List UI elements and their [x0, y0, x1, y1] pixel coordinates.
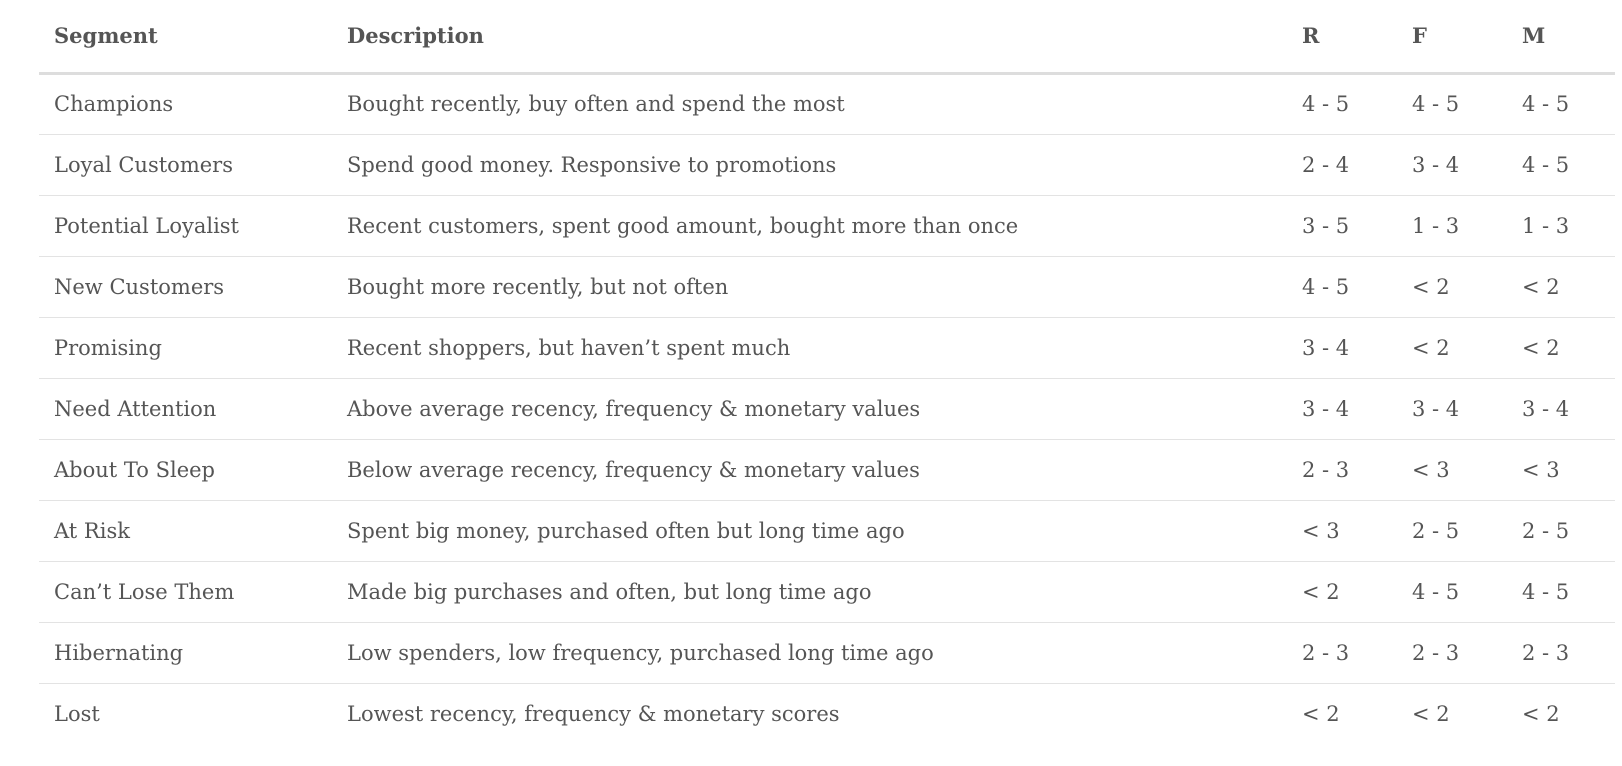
header-r: R: [1287, 0, 1397, 75]
f-cell: 2 - 3: [1397, 622, 1507, 684]
m-cell: 2 - 3: [1507, 622, 1615, 684]
table-row: Promising Recent shoppers, but haven’t s…: [39, 317, 1615, 379]
r-cell: 3 - 4: [1287, 317, 1397, 379]
m-cell: 3 - 4: [1507, 378, 1615, 440]
r-cell: < 2: [1302, 701, 1340, 726]
f-cell: < 2: [1397, 317, 1507, 379]
segment-cell: Potential Loyalist: [39, 195, 332, 257]
r-cell: < 3: [1287, 500, 1397, 562]
m-cell: < 3: [1507, 439, 1615, 501]
m-cell: < 2: [1507, 256, 1615, 318]
description-cell: Recent customers, spent good amount, bou…: [332, 195, 1287, 257]
segment-cell: About To Sleep: [39, 439, 332, 501]
m-cell: < 2: [1522, 701, 1560, 726]
f-cell: < 2: [1412, 701, 1450, 726]
f-cell: < 3: [1397, 439, 1507, 501]
description-cell: Above average recency, frequency & monet…: [332, 378, 1287, 440]
table-row: New Customers Bought more recently, but …: [39, 256, 1615, 318]
description-cell: Below average recency, frequency & monet…: [332, 439, 1287, 501]
f-cell: 4 - 5: [1397, 561, 1507, 623]
description-cell: Bought more recently, but not often: [332, 256, 1287, 318]
description-cell: Spent big money, purchased often but lon…: [332, 500, 1287, 562]
table-row: Hibernating Low spenders, low frequency,…: [39, 622, 1615, 684]
f-cell: 1 - 3: [1397, 195, 1507, 257]
segment-cell: Lost: [54, 701, 100, 726]
table-row: About To Sleep Below average recency, fr…: [39, 439, 1615, 501]
m-cell: 1 - 3: [1507, 195, 1615, 257]
r-cell: 4 - 5: [1287, 73, 1397, 135]
table-row: Need Attention Above average recency, fr…: [39, 378, 1615, 440]
segment-cell: Promising: [39, 317, 332, 379]
f-cell: 3 - 4: [1397, 378, 1507, 440]
r-cell: 3 - 5: [1287, 195, 1397, 257]
r-cell: 4 - 5: [1287, 256, 1397, 318]
table-row: Loyal Customers Spend good money. Respon…: [39, 134, 1615, 196]
description-cell: Recent shoppers, but haven’t spent much: [332, 317, 1287, 379]
r-cell: < 2: [1287, 561, 1397, 623]
table-row: Can’t Lose Them Made big purchases and o…: [39, 561, 1615, 623]
table-header-row: Segment Description R F M: [39, 0, 1615, 75]
description-cell: Bought recently, buy often and spend the…: [332, 73, 1287, 135]
description-cell: Lowest recency, frequency & monetary sco…: [347, 701, 840, 726]
segment-table-container: Segment Description R F M Champions Boug…: [39, 0, 1615, 744]
m-cell: 2 - 5: [1507, 500, 1615, 562]
m-cell: 4 - 5: [1507, 561, 1615, 623]
table-row: Lost Lowest recency, frequency & monetar…: [39, 683, 1615, 744]
segment-cell: New Customers: [39, 256, 332, 318]
description-cell: Spend good money. Responsive to promotio…: [332, 134, 1287, 196]
header-segment: Segment: [39, 0, 332, 75]
f-cell: < 2: [1397, 256, 1507, 318]
m-cell: < 2: [1507, 317, 1615, 379]
r-cell: 2 - 3: [1287, 439, 1397, 501]
description-cell: Made big purchases and often, but long t…: [332, 561, 1287, 623]
table-row: Champions Bought recently, buy often and…: [39, 73, 1615, 135]
table-row: At Risk Spent big money, purchased often…: [39, 500, 1615, 562]
table-row: Potential Loyalist Recent customers, spe…: [39, 195, 1615, 257]
r-cell: 2 - 3: [1287, 622, 1397, 684]
segment-cell: Need Attention: [39, 378, 332, 440]
f-cell: 2 - 5: [1397, 500, 1507, 562]
segment-cell: At Risk: [39, 500, 332, 562]
r-cell: 2 - 4: [1287, 134, 1397, 196]
m-cell: 4 - 5: [1507, 134, 1615, 196]
f-cell: 3 - 4: [1397, 134, 1507, 196]
segment-cell: Hibernating: [39, 622, 332, 684]
m-cell: 4 - 5: [1507, 73, 1615, 135]
rfm-segment-table: Segment Description R F M Champions Boug…: [39, 0, 1615, 744]
r-cell: 3 - 4: [1287, 378, 1397, 440]
header-description: Description: [332, 0, 1287, 75]
f-cell: 4 - 5: [1397, 73, 1507, 135]
segment-cell: Champions: [39, 73, 332, 135]
segment-cell: Can’t Lose Them: [39, 561, 332, 623]
segment-cell: Loyal Customers: [39, 134, 332, 196]
description-cell: Low spenders, low frequency, purchased l…: [332, 622, 1287, 684]
header-f: F: [1397, 0, 1507, 75]
header-m: M: [1507, 0, 1615, 75]
